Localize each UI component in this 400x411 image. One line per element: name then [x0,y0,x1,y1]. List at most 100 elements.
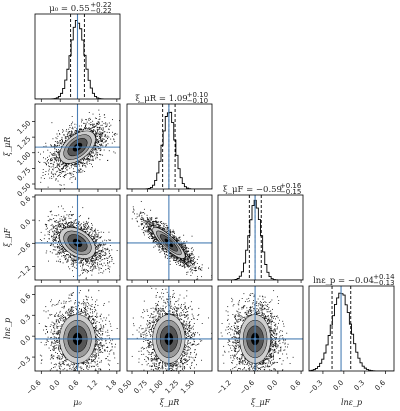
sample-point [51,159,53,161]
sample-point [105,269,107,271]
sample-point [55,156,57,158]
sample-point [95,134,97,136]
sample-point [93,129,95,131]
sample-point [89,130,91,132]
sample-point [77,226,79,228]
sample-point [71,258,73,260]
title-err-minus-xiuR: −0.10 [187,97,208,105]
sample-point [51,219,53,221]
sample-point [55,253,57,255]
sample-point [114,133,115,135]
sample-point [87,231,89,233]
sample-point [147,219,149,221]
sample-point [56,154,58,156]
sample-point [56,145,58,147]
sample-point [92,239,94,241]
sample-point [143,232,145,234]
sample-point [88,120,90,122]
sample-point [183,245,185,247]
sample-point [59,225,61,227]
sample-point [100,149,102,151]
sample-point [92,120,94,122]
sample-point [43,151,44,153]
sample-point [96,257,98,259]
sample-point [96,145,98,147]
sample-point [94,130,96,132]
sample-point [66,165,67,166]
sample-point [99,134,101,136]
sample-point [104,251,106,253]
sample-point [58,214,60,216]
sample-point [63,162,65,164]
sample-point [50,159,51,160]
sample-point [49,231,51,233]
sample-point [67,135,69,137]
sample-point [45,252,47,254]
sample-point [90,258,92,260]
sample-point [67,136,69,138]
sample-point [116,133,118,135]
sample-point [61,138,63,140]
sample-point [68,214,70,215]
sample-point [60,161,62,163]
sample-point [101,133,103,135]
sample-point [175,239,176,241]
sample-point [98,244,100,246]
sample-point [102,142,104,144]
sample-point [102,133,104,135]
sample-point [47,220,49,222]
sample-point [108,150,110,152]
sample-point [52,157,54,159]
sample-point [62,249,64,251]
sample-point [55,228,57,230]
sample-point [93,148,95,150]
sample-point [55,238,57,240]
sample-point [72,176,74,178]
sample-point [81,120,83,121]
sample-point [55,225,57,227]
sample-point [73,226,75,228]
sample-point [109,255,111,257]
sample-point [90,270,92,271]
sample-point [107,263,109,265]
sample-point [71,172,73,174]
sample-point [63,134,65,136]
sample-point [66,133,68,135]
sample-point [187,257,189,258]
sample-point [96,123,98,124]
sample-point [50,245,52,247]
sample-point [73,175,75,177]
sample-point [57,206,59,208]
sample-point [64,226,66,228]
sample-point [43,238,45,240]
sample-point [84,163,85,164]
sample-point [47,149,49,151]
sample-point [87,225,89,227]
sample-point [56,231,58,233]
sample-point [97,123,99,125]
sample-point [92,123,94,125]
sample-point [68,266,69,268]
sample-point [85,277,87,279]
sample-point [52,145,54,147]
sample-point [79,160,81,162]
sample-point [61,228,63,230]
sample-point [98,232,100,233]
sample-point [77,169,79,171]
sample-point [94,230,96,232]
sample-point [79,172,81,174]
sample-point [89,158,91,160]
sample-point [91,130,92,132]
sample-point [70,214,72,216]
sample-point [94,238,95,240]
sample-point [62,262,64,264]
sample-point [146,223,148,225]
sample-point [61,139,63,141]
sample-point [105,248,107,250]
sample-point [164,252,165,254]
sample-point [50,243,52,245]
sample-point [51,154,53,156]
sample-point [53,153,55,155]
sample-point [66,251,68,252]
sample-point [90,227,92,229]
